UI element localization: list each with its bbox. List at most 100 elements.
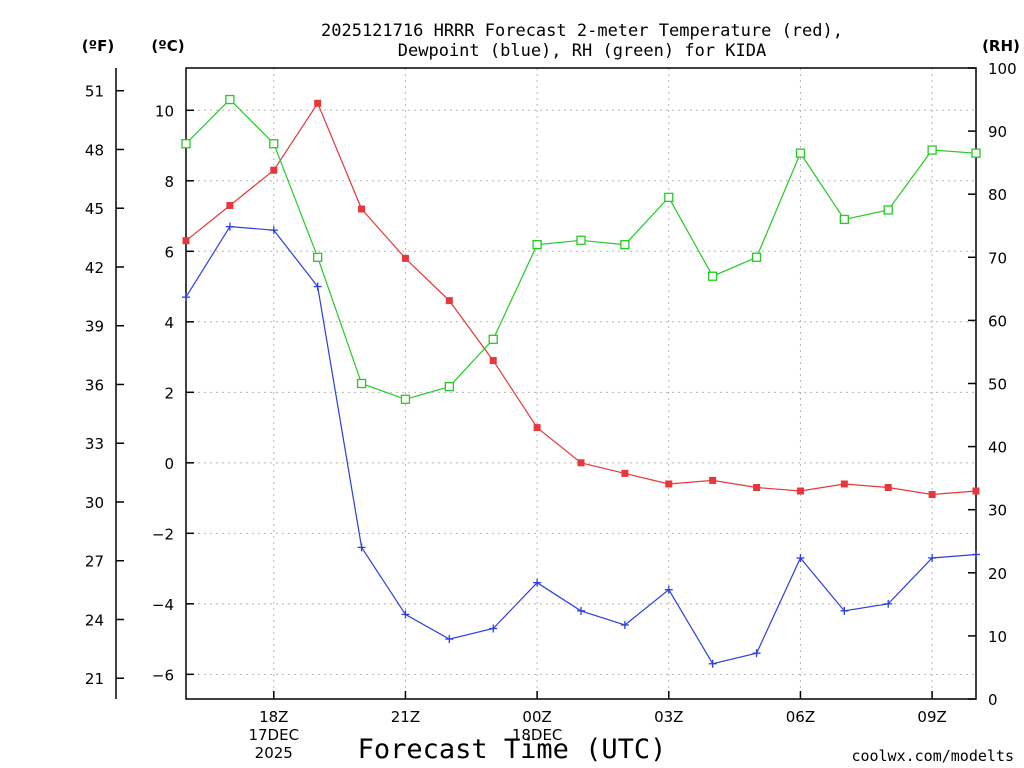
rh-point xyxy=(444,382,454,392)
x-tick-label: 09Z xyxy=(917,708,946,726)
fahrenheit-tick-label: 36 xyxy=(85,376,104,394)
dewpoint-point xyxy=(577,606,585,615)
rh-tick-label: 20 xyxy=(988,565,1007,583)
temperature-point xyxy=(577,459,585,467)
temperature-point xyxy=(972,487,980,495)
chart-title-line2: Dewpoint (blue), RH (green) for KIDA xyxy=(398,41,766,61)
rh-tick-label: 40 xyxy=(988,439,1007,457)
rh-point xyxy=(751,252,762,262)
rh-point xyxy=(313,252,323,262)
rh-tick-label: 10 xyxy=(988,628,1007,646)
temperature-point xyxy=(533,424,541,432)
dewpoint-point xyxy=(357,543,366,552)
rh-tick-label: 80 xyxy=(988,186,1007,204)
rh-tick-label: 50 xyxy=(988,376,1007,394)
credit-text: coolwx.com/modelts xyxy=(851,747,1014,765)
fahrenheit-tick-label: 39 xyxy=(85,318,104,336)
x-tick-label: 2025 xyxy=(255,744,293,762)
fahrenheit-tick-label: 48 xyxy=(85,141,104,159)
celsius-tick-label: −6 xyxy=(152,666,174,684)
rh-point xyxy=(400,394,411,404)
x-axis-label: Forecast Time (UTC) xyxy=(358,734,667,765)
dewpoint-point xyxy=(884,599,893,608)
rh-point xyxy=(576,235,586,245)
celsius-unit-label: (ºC) xyxy=(151,37,184,55)
dewpoint-point xyxy=(401,610,410,619)
rh-tick-label: 0 xyxy=(988,691,998,709)
dewpoint-point xyxy=(664,585,673,594)
rh-tick-label: 30 xyxy=(988,502,1007,520)
celsius-tick-label: 8 xyxy=(164,173,174,191)
rh-line xyxy=(185,98,977,400)
temperature-point xyxy=(401,254,409,262)
rh-unit-label: (RH) xyxy=(982,37,1020,55)
rh-point xyxy=(488,334,498,344)
rh-point xyxy=(708,271,718,281)
temperature-point xyxy=(182,237,190,245)
dewpoint-point xyxy=(752,649,761,658)
fahrenheit-tick-label: 51 xyxy=(85,83,104,101)
temperature-point xyxy=(358,205,366,213)
rh-point xyxy=(883,205,893,215)
rh-tick-label: 70 xyxy=(988,249,1007,267)
dewpoint-point xyxy=(928,553,937,562)
chart-title-line1: 2025121716 HRRR Forecast 2-meter Tempera… xyxy=(321,21,843,41)
fahrenheit-unit-label: (ºF) xyxy=(82,37,114,55)
temperature-point xyxy=(709,476,717,484)
dewpoint-point xyxy=(269,226,278,235)
temperature-point xyxy=(753,483,761,491)
dewpoint-line xyxy=(185,225,977,665)
x-tick-label: 03Z xyxy=(654,708,683,726)
temperature-point xyxy=(445,297,453,305)
x-tick-label: 00Z xyxy=(522,708,551,726)
celsius-tick-label: 10 xyxy=(155,102,174,120)
fahrenheit-tick-label: 33 xyxy=(85,435,104,453)
dewpoint-point xyxy=(313,282,322,291)
temperature-point xyxy=(884,483,892,491)
rh-point xyxy=(620,240,630,250)
celsius-tick-label: −2 xyxy=(152,525,174,543)
rh-point xyxy=(839,214,849,225)
x-tick-label: 06Z xyxy=(786,708,815,726)
rh-tick-label: 90 xyxy=(988,123,1007,141)
x-tick-label: 17DEC xyxy=(248,726,299,744)
temperature-line xyxy=(185,102,977,496)
rh-point xyxy=(664,192,674,203)
temperature-point xyxy=(665,480,673,488)
fahrenheit-tick-label: 42 xyxy=(85,259,104,277)
dewpoint-point xyxy=(445,635,454,644)
fahrenheit-tick-label: 24 xyxy=(85,611,104,629)
temperature-point xyxy=(796,487,804,495)
dewpoint-point xyxy=(708,659,717,668)
celsius-tick-label: −4 xyxy=(152,596,174,614)
celsius-tick-label: 6 xyxy=(164,243,174,261)
fahrenheit-tick-label: 21 xyxy=(85,670,104,688)
plot-frame xyxy=(185,67,977,700)
temperature-point xyxy=(489,357,497,365)
gridlines xyxy=(186,68,976,699)
temperature-point xyxy=(928,491,936,499)
rh-tick-label: 100 xyxy=(988,60,1017,78)
celsius-tick-label: 0 xyxy=(164,455,174,473)
x-tick-label: 18Z xyxy=(259,708,288,726)
temperature-point xyxy=(314,99,322,107)
rh-point xyxy=(181,139,191,149)
axes xyxy=(115,67,977,700)
fahrenheit-tick-label: 30 xyxy=(85,494,104,512)
dewpoint-point xyxy=(796,553,805,562)
rh-point xyxy=(532,240,542,250)
x-tick-label: 21Z xyxy=(391,708,420,726)
rh-point xyxy=(927,145,937,155)
x-tick-label: 18DEC xyxy=(512,726,563,744)
rh-point xyxy=(971,148,981,158)
dewpoint-point xyxy=(972,550,980,559)
fahrenheit-tick-label: 27 xyxy=(85,553,104,571)
rh-point xyxy=(225,94,235,105)
rh-tick-label: 60 xyxy=(988,312,1007,330)
rh-point xyxy=(269,139,279,149)
fahrenheit-tick-label: 45 xyxy=(85,200,104,218)
data-series xyxy=(181,94,981,668)
dewpoint-point xyxy=(225,222,234,231)
temperature-point xyxy=(270,166,278,174)
